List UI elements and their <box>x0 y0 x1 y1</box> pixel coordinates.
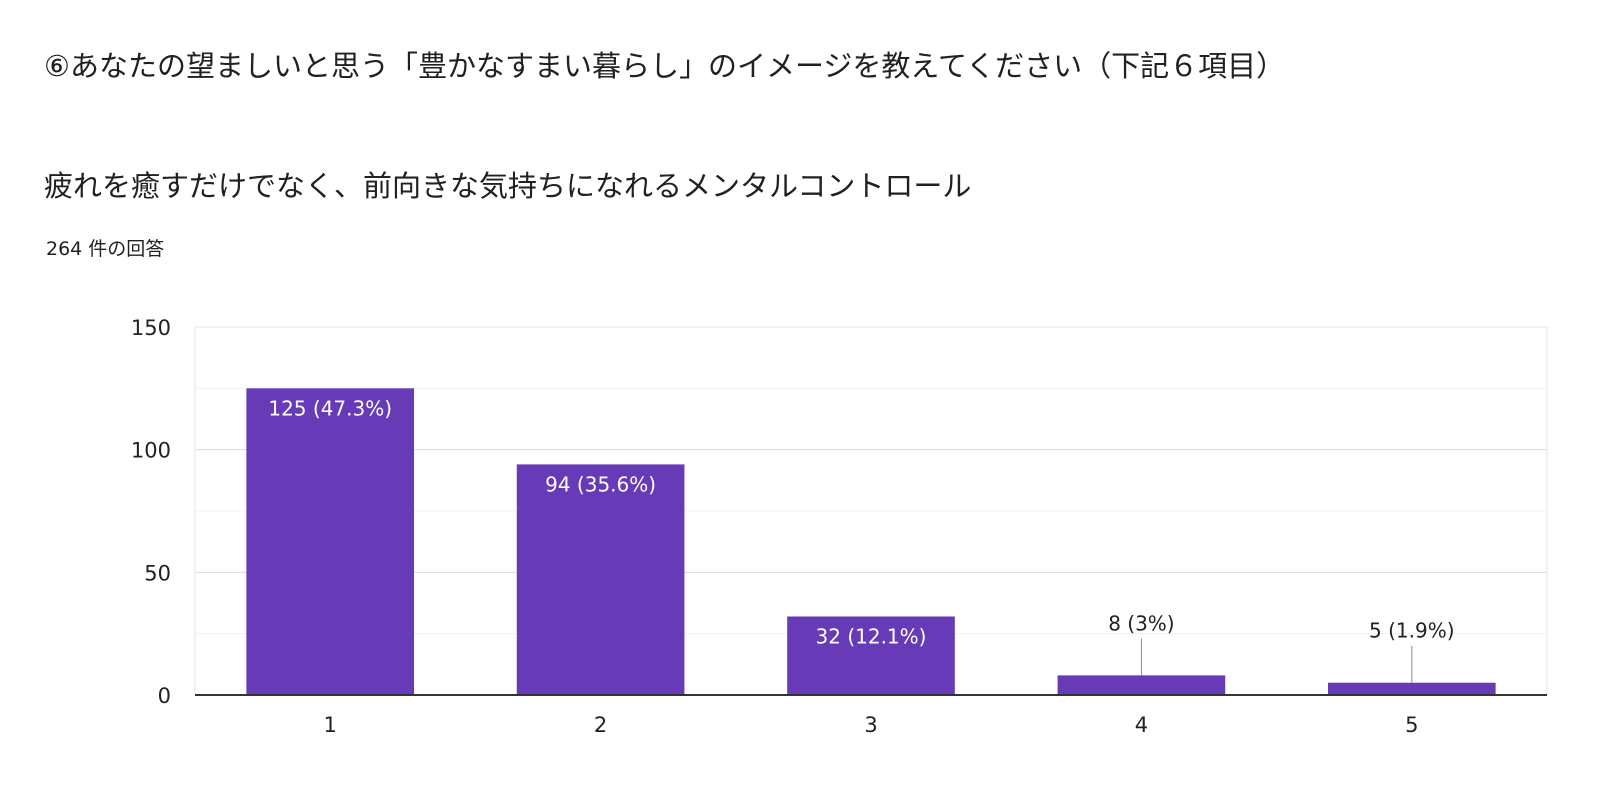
data-label: 5 (1.9%) <box>1369 619 1455 643</box>
bar <box>1057 675 1226 695</box>
x-tick-label: 5 <box>1405 713 1418 737</box>
bar <box>1327 682 1496 695</box>
data-label: 125 (47.3%) <box>268 396 392 420</box>
y-tick-label: 100 <box>131 439 171 463</box>
x-tick-label: 4 <box>1135 713 1148 737</box>
data-label: 8 (3%) <box>1108 611 1174 635</box>
chart-title: 疲れを癒すだけでなく、前向きな気持ちになれるメンタルコントロール <box>44 169 972 203</box>
data-label: 32 (12.1%) <box>816 624 927 648</box>
bar <box>516 464 685 695</box>
response-count: 264 件の回答 <box>46 238 165 260</box>
bar <box>246 388 415 695</box>
x-tick-label: 2 <box>594 713 607 737</box>
y-tick-label: 0 <box>158 684 171 708</box>
x-tick-label: 3 <box>864 713 877 737</box>
x-tick-label: 1 <box>324 713 337 737</box>
bar <box>787 616 955 695</box>
y-tick-label: 150 <box>131 316 171 340</box>
data-label: 94 (35.6%) <box>545 472 656 496</box>
y-tick-label: 50 <box>144 561 171 585</box>
question-title: ⑥あなたの望ましいと思う「豊かなすまい暮らし」のイメージを教えてください（下記６… <box>44 49 1286 83</box>
